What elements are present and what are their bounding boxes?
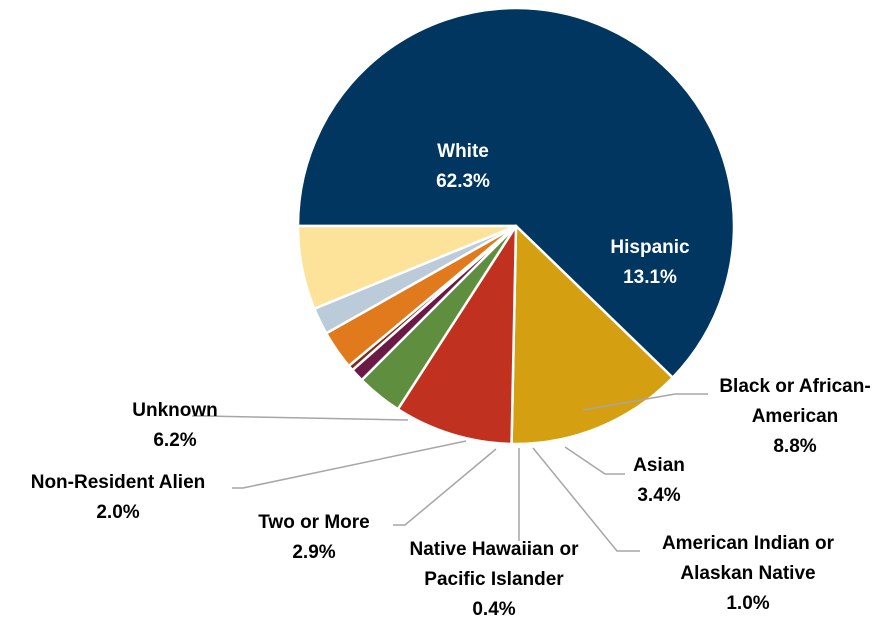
slice-label-native-hawaiian-or-pacific-islander: Native Hawaiian or Pacific Islander 0.4% bbox=[410, 539, 580, 620]
slice-label-white: White 62.3% bbox=[436, 141, 490, 192]
slice-label-non-resident-alien: Non-Resident Alien 2.0% bbox=[31, 472, 206, 523]
slice-label-hispanic: Hispanic 13.1% bbox=[610, 237, 690, 288]
slice-category-label: Pacific Islander bbox=[424, 569, 564, 590]
slice-category-label: Non-Resident Alien bbox=[31, 472, 206, 493]
slice-labels: White 62.3% Hispanic 13.1% Black or African-… bbox=[31, 141, 871, 620]
slice-value-label: 3.4% bbox=[637, 485, 680, 506]
slice-label-asian: Asian 3.4% bbox=[633, 455, 685, 506]
slice-value-label: 62.3% bbox=[436, 171, 490, 192]
pie-slice-white bbox=[296, 6, 736, 379]
slice-category-label: Alaskan Native bbox=[680, 563, 815, 584]
leader-line-asian bbox=[564, 446, 625, 475]
slice-value-label: 1.0% bbox=[726, 593, 769, 614]
leader-line-american-indian-or-alaskan-native bbox=[532, 447, 640, 552]
pie-slice-black-or-african-american bbox=[396, 224, 518, 446]
slice-category-label: Black or African- bbox=[719, 376, 870, 397]
slice-value-label: 0.4% bbox=[472, 599, 515, 620]
slice-category-label: American bbox=[752, 406, 839, 427]
slice-category-label: Two or More bbox=[258, 512, 370, 533]
slice-category-label: Asian bbox=[633, 455, 685, 476]
pie-slices bbox=[296, 6, 736, 446]
pie-slice-hispanic bbox=[510, 224, 674, 446]
pie-slice-unknown bbox=[296, 224, 518, 310]
leader-line-two-or-more bbox=[393, 448, 497, 526]
slice-category-label: Native Hawaiian or bbox=[410, 539, 580, 560]
slice-value-label: 2.9% bbox=[292, 542, 335, 563]
slice-category-label: Unknown bbox=[132, 400, 218, 421]
leader-line-non-resident-alien bbox=[232, 440, 467, 489]
slice-category-label: White bbox=[437, 141, 489, 162]
leader-line-unknown bbox=[192, 415, 409, 421]
slice-value-label: 6.2% bbox=[153, 430, 196, 451]
slice-category-label: American Indian or bbox=[662, 533, 835, 554]
slice-label-black-or-african-american: Black or African- American 8.8% bbox=[719, 376, 870, 457]
slice-value-label: 8.8% bbox=[773, 436, 816, 457]
leader-lines bbox=[192, 393, 708, 552]
slice-value-label: 13.1% bbox=[623, 267, 677, 288]
slice-value-label: 2.0% bbox=[96, 502, 139, 523]
leader-line-black-or-african-american bbox=[582, 393, 708, 411]
slice-label-unknown: Unknown 6.2% bbox=[132, 400, 218, 451]
slice-label-american-indian-or-alaskan-native: American Indian or Alaskan Native 1.0% bbox=[662, 533, 835, 614]
slice-label-two-or-more: Two or More 2.9% bbox=[258, 512, 370, 563]
slice-category-label: Hispanic bbox=[610, 237, 690, 258]
